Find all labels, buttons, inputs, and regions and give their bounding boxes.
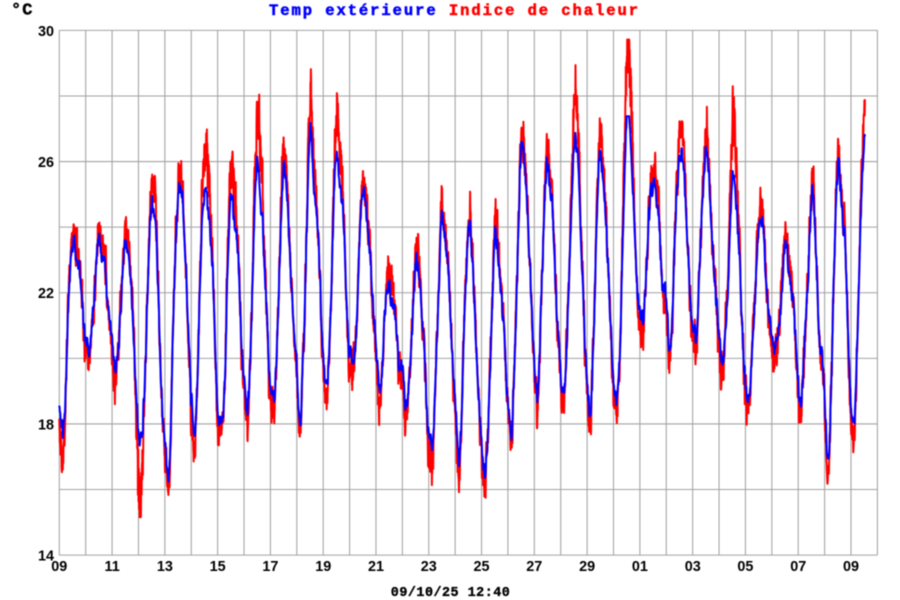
svg-text:15: 15 [210,559,226,575]
svg-text:09: 09 [51,559,67,575]
svg-text:21: 21 [368,559,384,575]
svg-text:°C: °C [11,2,33,21]
svg-text:27: 27 [526,559,542,575]
svg-text:19: 19 [315,559,331,575]
svg-text:22: 22 [38,286,54,302]
svg-text:Temp extérieure Indice de chal: Temp extérieure Indice de chaleur [269,2,640,20]
svg-text:25: 25 [473,559,489,575]
svg-text:13: 13 [157,559,173,575]
svg-text:07: 07 [790,559,806,575]
svg-text:18: 18 [38,417,54,433]
svg-text:26: 26 [38,155,54,171]
svg-text:29: 29 [579,559,595,575]
svg-text:23: 23 [421,559,437,575]
svg-text:05: 05 [737,559,753,575]
svg-text:30: 30 [38,24,54,40]
svg-text:09/10/25 12:40: 09/10/25 12:40 [391,586,511,600]
svg-text:17: 17 [262,559,278,575]
svg-text:11: 11 [104,559,119,575]
svg-text:09: 09 [843,559,859,575]
svg-text:01: 01 [632,559,648,575]
svg-text:03: 03 [685,559,701,575]
svg-text:14: 14 [38,549,54,565]
